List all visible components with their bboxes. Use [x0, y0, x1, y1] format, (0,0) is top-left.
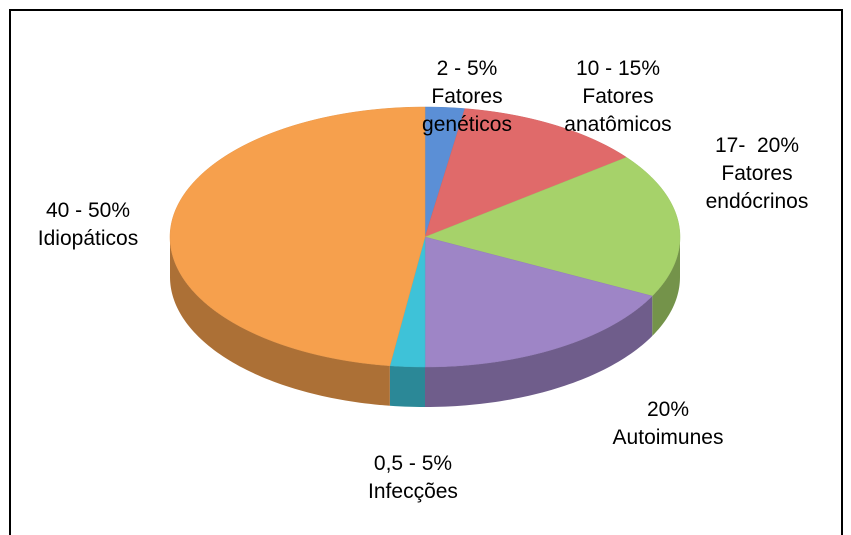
slice — [424, 157, 681, 297]
label-line: Fatores — [582, 85, 653, 108]
slice-label: Infecções — [368, 480, 458, 503]
pie-sides — [170, 237, 680, 407]
pie-tops — [169, 106, 681, 368]
slice — [424, 236, 653, 368]
slice-value-label: 17- 20% — [715, 134, 799, 157]
slice — [169, 106, 426, 367]
slice-side — [170, 237, 390, 406]
slice-label: Autoimunes — [613, 426, 724, 449]
slice-side — [652, 237, 680, 337]
label-line: Fatores — [431, 85, 502, 108]
label-line: Fatores — [721, 162, 792, 185]
slice-side — [425, 296, 653, 407]
frame — [9, 9, 843, 535]
slice-value-label: 10 - 15% — [576, 57, 660, 80]
slice-value-label: 20% — [647, 398, 689, 421]
slice-side — [389, 365, 425, 407]
slice-label: Fatores anatômicos — [564, 85, 671, 136]
slice-label: Fatores genéticos — [422, 85, 512, 136]
label-line: endócrinos — [706, 190, 809, 213]
slice-value-label: 0,5 - 5% — [374, 452, 452, 475]
slice-value-label: 2 - 5% — [437, 57, 498, 80]
slice-label: Idiopáticos — [38, 227, 138, 250]
slice — [424, 108, 628, 238]
label-line: genéticos — [422, 113, 512, 136]
slice-value-label: 40 - 50% — [46, 199, 130, 222]
slice-label: Fatores endócrinos — [706, 162, 809, 213]
label-line: anatômicos — [564, 113, 671, 136]
labels: 2 - 5% Fatores genéticos 10 - 15% Fatores ana… — [38, 57, 809, 503]
